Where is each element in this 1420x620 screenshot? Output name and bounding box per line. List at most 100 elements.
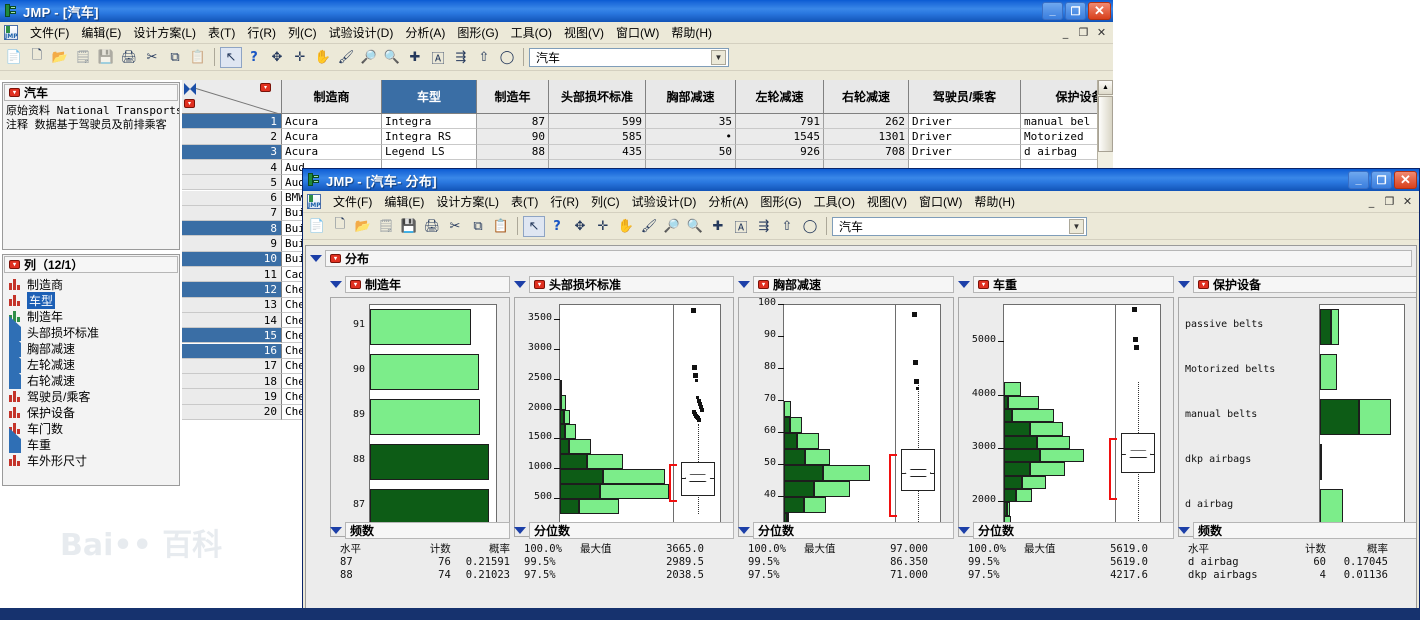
grid-column-header[interactable]: 头部损坏标准 — [549, 80, 646, 114]
scroll-up-arrow[interactable]: ▲ — [1098, 80, 1113, 95]
column-list-item[interactable]: 右轮减速 — [3, 363, 179, 389]
grid-cell[interactable]: 599 — [549, 114, 646, 130]
disclosure-icon[interactable]: ▾ — [1198, 280, 1209, 289]
grid-column-header[interactable]: 车型 — [382, 80, 477, 114]
outline-triangle-icon[interactable] — [310, 255, 322, 262]
cut-icon[interactable]: ✂ — [449, 218, 461, 234]
stats-title-box[interactable]: 频数 — [1193, 522, 1416, 539]
menu-doe-plan[interactable]: 设计方案(L) — [436, 195, 499, 209]
stats-panel-header[interactable]: 分位数 — [738, 522, 954, 539]
new-script-icon[interactable]: 🗋 — [334, 217, 346, 232]
print-icon[interactable]: 🖨 — [423, 218, 441, 234]
brush-tool-icon[interactable]: 🖌 — [337, 49, 355, 65]
grid-cell[interactable]: 585 — [549, 129, 646, 145]
arrow-shape-icon[interactable]: ⇧ — [478, 49, 490, 65]
paste-icon[interactable]: 📋 — [189, 49, 207, 65]
grid-row-number[interactable]: 20 — [182, 404, 282, 420]
disclosure-icon[interactable]: ▾ — [350, 280, 361, 289]
column-list-item[interactable]: 制造年 — [3, 308, 179, 324]
column-list-item[interactable]: 车外形尺寸 — [3, 452, 179, 468]
report-title-box[interactable]: ▾ 分布 — [325, 250, 1412, 267]
grid-row-number[interactable]: 15 — [182, 328, 282, 344]
data-window-titlebar[interactable]: JMP - [汽车] _ ❐ ✕ — [0, 0, 1113, 22]
grid-row-number[interactable]: 18 — [182, 374, 282, 390]
column-list-item[interactable]: 车重 — [3, 427, 179, 453]
grid-cell[interactable]: 708 — [824, 144, 909, 160]
disclosure-icon[interactable]: ▾ — [758, 280, 769, 289]
stats-title-box[interactable]: 分位数 — [973, 522, 1174, 539]
grid-column-header[interactable]: 左轮减速 — [736, 80, 824, 114]
chart-panel-header[interactable]: ▾ 车重 — [958, 276, 1174, 293]
grid-cell[interactable]: 262 — [824, 114, 909, 130]
grid-cell[interactable]: Integra — [382, 114, 477, 130]
grid-row-number[interactable]: 1 — [182, 114, 282, 130]
outline-triangle-icon[interactable] — [330, 281, 342, 288]
print-icon[interactable]: 🖨 — [120, 49, 138, 65]
outline-triangle-icon[interactable] — [514, 281, 526, 288]
stats-title-box[interactable]: 分位数 — [753, 522, 954, 539]
menu-window[interactable]: 窗口(W) — [919, 195, 963, 209]
grid-column-header[interactable]: 胸部减速 — [646, 80, 736, 114]
grid-corner[interactable]: ▾ ▾ — [182, 80, 282, 115]
new-data-table-icon[interactable]: 📄 — [5, 49, 23, 65]
ellipse-tool-icon[interactable]: ◯ — [499, 49, 515, 65]
outline-triangle-icon[interactable] — [958, 527, 970, 534]
move-tool-icon[interactable]: ✛ — [294, 49, 306, 65]
grid-cell[interactable]: Legend LS — [382, 144, 477, 160]
grid-disclosure-icon[interactable]: ▾ — [260, 83, 271, 92]
script-tool-icon[interactable]: ⇶ — [758, 218, 770, 234]
restore-button[interactable]: ❐ — [1065, 2, 1086, 20]
grid-row-number[interactable]: 6 — [182, 190, 282, 206]
annotate-tool-icon[interactable]: 🄰 — [431, 51, 445, 67]
data-window-toolbar[interactable]: 📄 🗋 📂 🗒 💾 🖨 ✂ ⧉ 📋 ↖ ? ✥ ✛ ✋ 🖌 🔎 🔍 ✚ 🄰 ⇶ … — [0, 44, 1113, 71]
move-tool-icon[interactable]: ✛ — [597, 218, 609, 234]
mdi-minimize-button[interactable]: _ — [1368, 195, 1375, 208]
row-state-diamond-icon[interactable] — [184, 83, 196, 95]
brush-tool-icon[interactable]: 🖌 — [640, 218, 658, 234]
minimize-button[interactable]: _ — [1042, 2, 1063, 20]
ellipse-tool-icon[interactable]: ◯ — [802, 218, 818, 234]
zoom-out-tool-icon[interactable]: 🔎 — [360, 49, 378, 65]
column-list-item[interactable]: 车门数 — [3, 420, 179, 436]
menu-analyze[interactable]: 分析(A) — [708, 195, 749, 209]
disclosure-icon[interactable]: ▾ — [330, 254, 341, 263]
chart-title-box[interactable]: ▾ 胸部减速 — [753, 276, 954, 293]
menu-cols[interactable]: 列(C) — [288, 26, 317, 40]
open-folder-icon[interactable]: 📂 — [354, 218, 372, 234]
grid-cell[interactable]: 1301 — [824, 129, 909, 145]
open-database-icon[interactable]: 🗒 — [74, 49, 92, 65]
menu-tools[interactable]: 工具(O) — [510, 26, 552, 40]
stats-title-box[interactable]: 频数 — [345, 522, 510, 539]
menu-edit[interactable]: 编辑(E) — [81, 26, 122, 40]
menu-rows[interactable]: 行(R) — [550, 195, 579, 209]
scroll-thumb[interactable] — [1098, 96, 1113, 152]
grid-row-number[interactable]: 13 — [182, 297, 282, 313]
disclosure-icon[interactable]: ▾ — [978, 280, 989, 289]
grid-cell[interactable]: 926 — [736, 144, 824, 160]
restore-button[interactable]: ❐ — [1371, 171, 1392, 189]
menu-tables[interactable]: 表(T) — [208, 26, 236, 40]
grid-row-number[interactable]: 14 — [182, 312, 282, 329]
table-panel-header[interactable]: ▾ 汽车 — [4, 84, 178, 101]
disclosure-icon[interactable]: ▾ — [9, 88, 20, 97]
active-table-combo[interactable]: 汽车 ▼ — [832, 216, 1087, 236]
grid-row-number[interactable]: 5 — [182, 175, 282, 191]
new-script-icon[interactable]: 🗋 — [31, 48, 43, 63]
outline-triangle-icon[interactable] — [1178, 527, 1190, 534]
data-window-controls[interactable]: _ ❐ ✕ — [1042, 2, 1111, 20]
data-window-menubar[interactable]: JMP 文件(F) 编辑(E) 设计方案(L) 表(T) 行(R) 列(C) 试… — [0, 22, 1113, 44]
grid-row-number[interactable]: 8 — [182, 221, 282, 237]
dist-window-controls[interactable]: _ ❐ ✕ — [1348, 171, 1417, 189]
grid-column-header[interactable]: 驾驶员/乘客 — [909, 80, 1021, 114]
menu-view[interactable]: 视图(V) — [867, 195, 907, 209]
menu-graph[interactable]: 图形(G) — [457, 26, 499, 40]
grid-cell[interactable]: Acura — [282, 144, 382, 160]
copy-icon[interactable]: ⧉ — [170, 49, 180, 65]
chart-title-box[interactable]: ▾ 保护设备 — [1193, 276, 1416, 293]
chart-title-box[interactable]: ▾ 制造年 — [345, 276, 510, 293]
chevron-down-icon[interactable]: ▼ — [711, 49, 726, 65]
grid-cell[interactable]: 35 — [646, 114, 736, 130]
grid-cell[interactable]: Motorized — [1021, 129, 1113, 145]
menu-doe[interactable]: 试验设计(D) — [631, 195, 697, 209]
menu-file[interactable]: 文件(F) — [30, 26, 70, 40]
